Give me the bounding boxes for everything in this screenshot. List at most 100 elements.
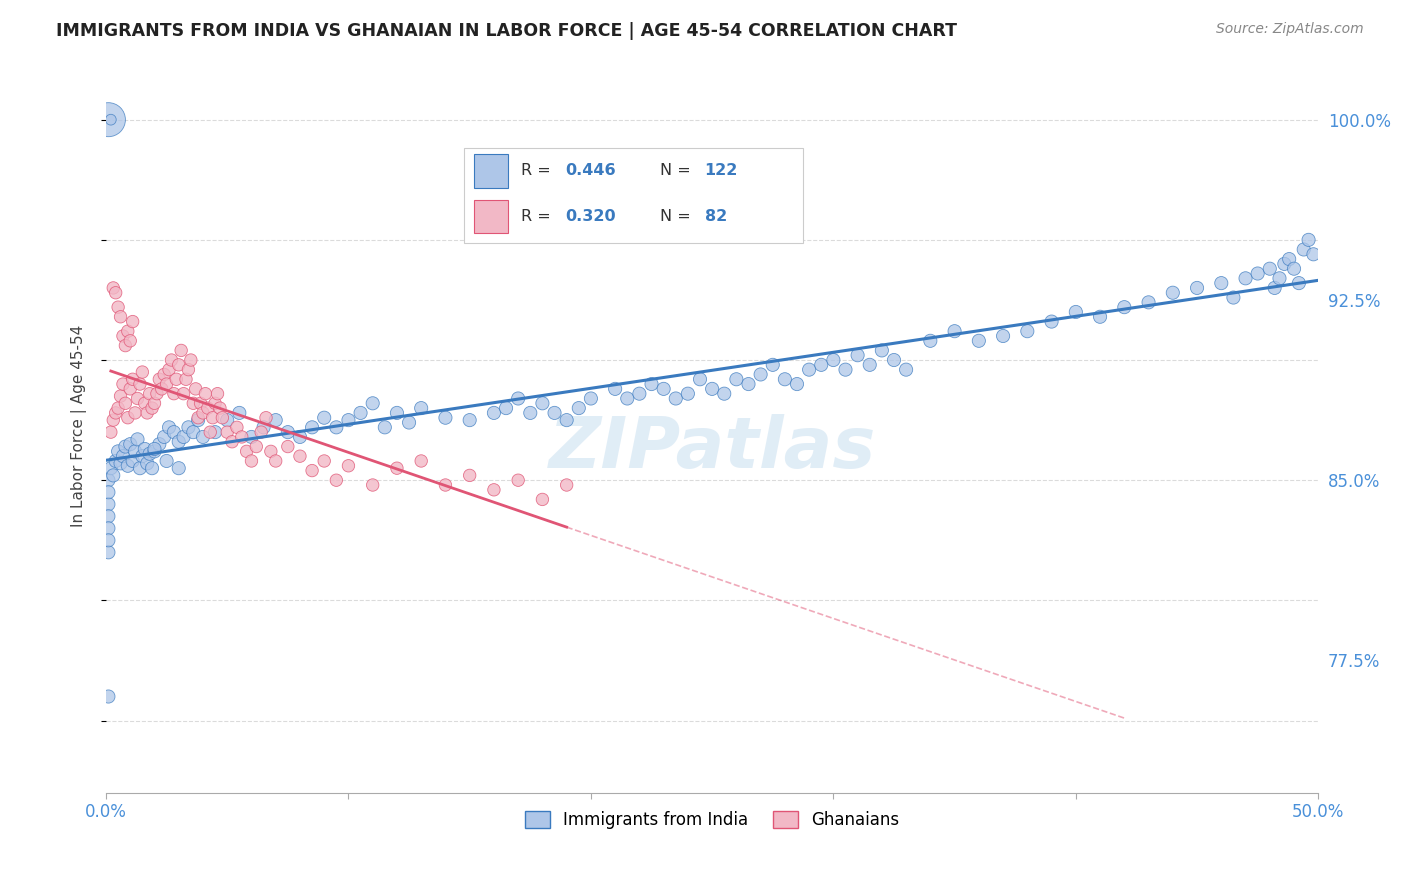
Point [134, 442, 156, 456]
Point [194, 386, 217, 401]
Point [1302, 247, 1324, 261]
Point [482, 483, 505, 497]
Point [136, 456, 159, 470]
Point [167, 358, 190, 372]
Point [254, 410, 277, 425]
Point [153, 368, 176, 382]
Point [337, 413, 360, 427]
Point [184, 382, 207, 396]
Point [508, 473, 530, 487]
Point [155, 377, 177, 392]
Point [121, 315, 143, 329]
Point [104, 285, 127, 300]
Point [737, 377, 759, 392]
Point [482, 406, 505, 420]
Point [411, 454, 433, 468]
Point [1278, 252, 1301, 266]
Point [361, 396, 384, 410]
Point [676, 386, 699, 401]
Point [1114, 300, 1136, 314]
Point [786, 377, 808, 392]
Point [148, 372, 170, 386]
Point [1264, 281, 1286, 295]
Point [107, 444, 129, 458]
Point [138, 386, 160, 401]
Point [991, 329, 1014, 343]
Point [385, 406, 408, 420]
Point [127, 392, 149, 406]
Point [143, 396, 166, 410]
Point [120, 334, 142, 348]
Point [543, 406, 565, 420]
Point [153, 430, 176, 444]
Point [165, 372, 187, 386]
Point [124, 406, 146, 420]
Point [131, 365, 153, 379]
Point [859, 358, 882, 372]
Point [97, 545, 120, 559]
Point [141, 461, 163, 475]
Point [143, 444, 166, 458]
Point [187, 410, 209, 425]
Point [288, 449, 311, 463]
Point [129, 461, 152, 475]
Point [398, 416, 420, 430]
Point [207, 386, 229, 401]
Legend: Immigrants from India, Ghanaians: Immigrants from India, Ghanaians [517, 804, 907, 836]
Point [531, 492, 554, 507]
Point [240, 454, 263, 468]
Point [111, 377, 134, 392]
Point [1040, 315, 1063, 329]
Point [177, 362, 200, 376]
Point [301, 420, 323, 434]
Point [579, 392, 602, 406]
Point [121, 454, 143, 468]
Point [700, 382, 723, 396]
Point [325, 420, 347, 434]
Point [810, 358, 832, 372]
Point [349, 406, 371, 420]
Point [103, 281, 125, 295]
Point [120, 437, 142, 451]
Point [1161, 285, 1184, 300]
Point [155, 454, 177, 468]
Point [943, 324, 966, 338]
Point [197, 401, 219, 416]
Point [762, 358, 785, 372]
Point [240, 430, 263, 444]
Point [100, 425, 122, 439]
Point [870, 343, 893, 358]
Point [508, 392, 530, 406]
Point [920, 334, 942, 348]
Point [337, 458, 360, 473]
Point [288, 430, 311, 444]
Point [107, 300, 129, 314]
Point [235, 444, 257, 458]
Point [174, 372, 197, 386]
Point [314, 454, 336, 468]
Point [1137, 295, 1160, 310]
Point [100, 461, 122, 475]
Point [200, 425, 222, 439]
Text: IMMIGRANTS FROM INDIA VS GHANAIAN IN LABOR FORCE | AGE 45-54 CORRELATION CHART: IMMIGRANTS FROM INDIA VS GHANAIAN IN LAB… [56, 22, 957, 40]
Point [111, 449, 134, 463]
Point [138, 447, 160, 461]
Point [204, 396, 226, 410]
Point [1268, 271, 1291, 285]
Point [1088, 310, 1111, 324]
Point [616, 392, 638, 406]
Point [1064, 305, 1087, 319]
Point [250, 425, 273, 439]
Point [1272, 257, 1295, 271]
Point [111, 329, 134, 343]
Point [797, 362, 820, 376]
Point [1211, 276, 1233, 290]
Point [883, 353, 905, 368]
Point [1298, 233, 1320, 247]
Point [531, 396, 554, 410]
Point [652, 382, 675, 396]
Point [134, 396, 156, 410]
Point [385, 461, 408, 475]
Point [264, 454, 287, 468]
Point [97, 690, 120, 704]
